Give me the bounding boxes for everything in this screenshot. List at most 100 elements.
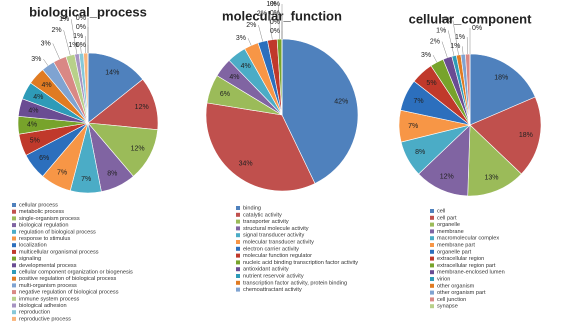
legend-label: membrane-enclosed lumen: [437, 270, 505, 276]
slice-label: 2%: [430, 38, 440, 45]
legend-label: synapse: [437, 304, 458, 310]
pie-slice: [87, 52, 144, 124]
legend-label: binding: [243, 205, 261, 211]
slice-label: 1%: [455, 34, 465, 41]
legend-label: transcription factor activity, protein b…: [243, 280, 347, 286]
legend-swatch: [236, 253, 240, 258]
slice-label: 6%: [39, 155, 49, 162]
slice-label: 1%: [73, 33, 83, 40]
legend-swatch: [236, 206, 240, 210]
legend-label: macromolecular complex: [437, 236, 499, 242]
legend-swatch: [430, 236, 434, 241]
legend-label: biological adhesion: [19, 303, 67, 309]
legend-swatch: [12, 296, 16, 301]
legend-label: multi-organism process: [19, 283, 77, 289]
legend-label: cell part: [437, 215, 457, 221]
slice-label: 0%: [76, 24, 86, 31]
slice-label: 14%: [105, 69, 119, 76]
legend-label: cellular component organization or bioge…: [19, 269, 133, 275]
legend-label: extracellular region part: [437, 263, 496, 269]
legend-swatch: [12, 203, 16, 207]
leader-line: [441, 41, 448, 58]
legend-swatch: [236, 212, 240, 217]
slice-label: 1%: [59, 16, 69, 23]
slice-label: 3%: [31, 56, 41, 63]
slice-label: 0%: [270, 28, 280, 35]
leader-line: [466, 37, 468, 55]
legend-swatch: [430, 290, 434, 295]
leader-line: [43, 58, 49, 66]
slice-label: 0%: [270, 1, 280, 8]
slice-label: 5%: [30, 137, 40, 144]
legend-swatch: [12, 316, 16, 321]
legend-label: multicellular organismal process: [19, 249, 99, 255]
legend-swatch: [12, 223, 16, 228]
legend-swatch: [236, 274, 240, 278]
slice-label: 0%: [472, 25, 482, 32]
pie-slice: [467, 124, 522, 197]
leader-line: [278, 4, 280, 40]
legend-swatch: [12, 236, 16, 241]
slice-label: 2%: [257, 11, 267, 18]
leader-line: [70, 19, 78, 54]
leader-line: [432, 55, 438, 63]
legend-swatch: [12, 283, 16, 288]
legend-swatch: [236, 246, 240, 251]
legend-swatch: [12, 209, 16, 214]
slice-label: 2%: [52, 27, 62, 34]
legend-swatch: [430, 297, 434, 302]
slice-label: 18%: [519, 132, 533, 139]
legend-label: cellular process: [19, 202, 58, 208]
legend-swatch: [236, 287, 240, 292]
slice-label: 6%: [220, 91, 230, 98]
chart-title: cellular_component: [409, 11, 532, 26]
legend-swatch: [12, 270, 16, 274]
legend-swatch: [430, 209, 434, 213]
legend-label: structural molecule activity: [243, 226, 309, 232]
slice-label: 18%: [494, 74, 508, 81]
chart-title: biological_process: [29, 4, 147, 19]
legend-swatch: [430, 215, 434, 220]
slice-label: 8%: [107, 170, 117, 177]
legend-label: developmental process: [19, 263, 77, 269]
slice-label: 3%: [421, 52, 431, 59]
leader-line: [462, 46, 464, 55]
leader-line: [452, 20, 459, 55]
legend-label: nucleic acid binding transcription facto…: [243, 260, 358, 266]
slice-label: 1%: [68, 42, 78, 49]
legend-label: biological regulation: [19, 223, 68, 229]
slice-label: 4%: [27, 122, 37, 129]
legend-swatch: [430, 249, 434, 254]
legend-label: organelle: [437, 222, 460, 228]
legend-swatch: [236, 260, 240, 265]
slice-label: 8%: [415, 149, 425, 156]
legend-swatch: [430, 229, 434, 234]
legend-label: other organism: [437, 283, 475, 289]
slice-label: 4%: [229, 74, 239, 81]
slice-label: 12%: [440, 174, 454, 181]
slice-label: 0%: [76, 42, 86, 49]
slice-label: 7%: [57, 169, 67, 176]
pie-slice: [469, 53, 536, 126]
leader-line: [52, 43, 60, 60]
legend-label: transporter activity: [243, 219, 289, 225]
legend-swatch: [236, 267, 240, 272]
legend-label: negative regulation of biological proces…: [19, 290, 119, 296]
slice-label: 42%: [334, 98, 348, 105]
legend-label: molecular function regulator: [243, 253, 312, 259]
legend-swatch: [12, 216, 16, 221]
slice-label: 12%: [131, 146, 145, 153]
slice-label: 1%: [450, 43, 460, 50]
legend-swatch: [236, 233, 240, 238]
legend-swatch: [430, 270, 434, 275]
slice-label: 4%: [241, 63, 251, 70]
legend-swatch: [430, 304, 434, 309]
pie-slice: [281, 38, 359, 184]
slice-label: 12%: [135, 104, 149, 111]
legend-label: electron carrier activity: [243, 246, 299, 252]
legend-label: chemoattractant activity: [243, 287, 302, 293]
legend-label: positive regulation of biological proces…: [19, 276, 117, 282]
legend-label: membrane: [437, 229, 464, 235]
legend-swatch: [12, 229, 16, 234]
